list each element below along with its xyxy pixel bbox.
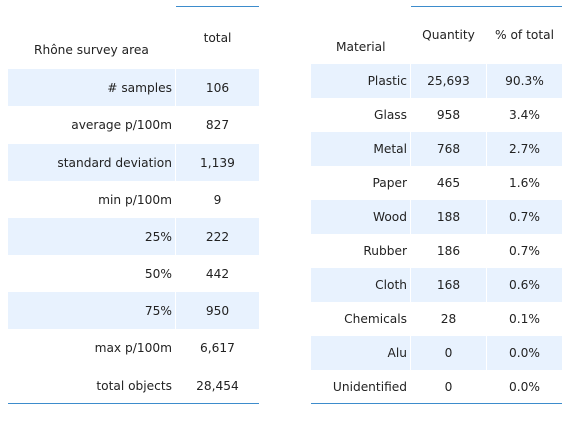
summary-table: Rhône survey area total # samples 106 av… [0, 0, 270, 424]
material-quantity: 25,693 [427, 74, 470, 88]
summary-band-7 [8, 292, 259, 329]
material-bottom-rule [311, 403, 562, 404]
material-percent: 0.1% [509, 312, 540, 326]
material-quantity: 186 [436, 244, 461, 258]
summary-row-value: 827 [205, 117, 230, 132]
material-quantity: 188 [436, 210, 461, 224]
material-name: Paper [372, 176, 407, 190]
material-percent: 3.4% [509, 108, 540, 122]
material-percent: 0.7% [509, 210, 540, 224]
summary-row-value: 28,454 [196, 378, 239, 393]
material-name: Alu [387, 346, 407, 360]
summary-row-label: # samples [107, 80, 172, 95]
summary-band-1 [8, 69, 259, 106]
quantity-column-header: Quantity [422, 28, 475, 42]
material-percent: 1.6% [509, 176, 540, 190]
material-band-7 [311, 268, 562, 302]
summary-row-value: 9 [213, 192, 222, 207]
percent-column-header: % of total [495, 28, 554, 42]
material-band-3 [311, 132, 562, 166]
summary-top-rule [176, 6, 259, 7]
summary-row-value: 106 [205, 80, 230, 95]
material-quantity: 0 [444, 346, 453, 360]
summary-row-label: 75% [144, 303, 172, 318]
material-percent: 0.6% [509, 278, 540, 292]
summary-row-label: min p/100m [98, 192, 172, 207]
material-quantity: 768 [436, 142, 461, 156]
summary-row-label: max p/100m [94, 340, 172, 355]
summary-row-label: total objects [96, 378, 172, 393]
material-percent: 0.0% [509, 346, 540, 360]
summary-row-label: average p/100m [71, 117, 172, 132]
material-quantity: 0 [444, 380, 453, 394]
summary-row-label: 50% [144, 266, 172, 281]
material-name: Cloth [375, 278, 407, 292]
material-name: Rubber [363, 244, 407, 258]
summary-row-value: 950 [205, 303, 230, 318]
summary-row-label: standard deviation [57, 155, 172, 170]
material-name: Plastic [367, 74, 407, 88]
summary-column-separator [175, 69, 176, 329]
material-top-rule [411, 6, 562, 7]
material-column-separator-1 [410, 64, 411, 370]
material-name: Wood [373, 210, 407, 224]
material-band-5 [311, 200, 562, 234]
summary-row-value: 442 [205, 266, 230, 281]
material-name: Chemicals [344, 312, 407, 326]
material-name: Metal [373, 142, 407, 156]
material-percent: 0.7% [509, 244, 540, 258]
material-table: Material Quantity % of total Plastic 25,… [290, 0, 568, 424]
summary-row-value: 222 [205, 229, 230, 244]
summary-column-header-total: total [203, 31, 232, 45]
material-band-1 [311, 64, 562, 98]
material-percent: 0.0% [509, 380, 540, 394]
material-percent: 90.3% [505, 74, 544, 88]
material-name: Unidentified [332, 380, 407, 394]
summary-row-header-title: Rhône survey area [34, 43, 149, 57]
summary-band-3 [8, 144, 259, 181]
material-column-separator-2 [486, 64, 487, 370]
material-band-9 [311, 336, 562, 370]
material-quantity: 465 [436, 176, 461, 190]
summary-row-value: 6,617 [200, 340, 235, 355]
material-quantity: 958 [436, 108, 461, 122]
summary-band-5 [8, 218, 259, 255]
summary-row-value: 1,139 [200, 155, 235, 170]
material-quantity: 168 [436, 278, 461, 292]
material-quantity: 28 [440, 312, 457, 326]
material-name: Glass [374, 108, 407, 122]
material-column-header: Material [336, 40, 386, 54]
summary-row-label: 25% [144, 229, 172, 244]
material-percent: 2.7% [509, 142, 540, 156]
summary-bottom-rule [8, 403, 259, 404]
